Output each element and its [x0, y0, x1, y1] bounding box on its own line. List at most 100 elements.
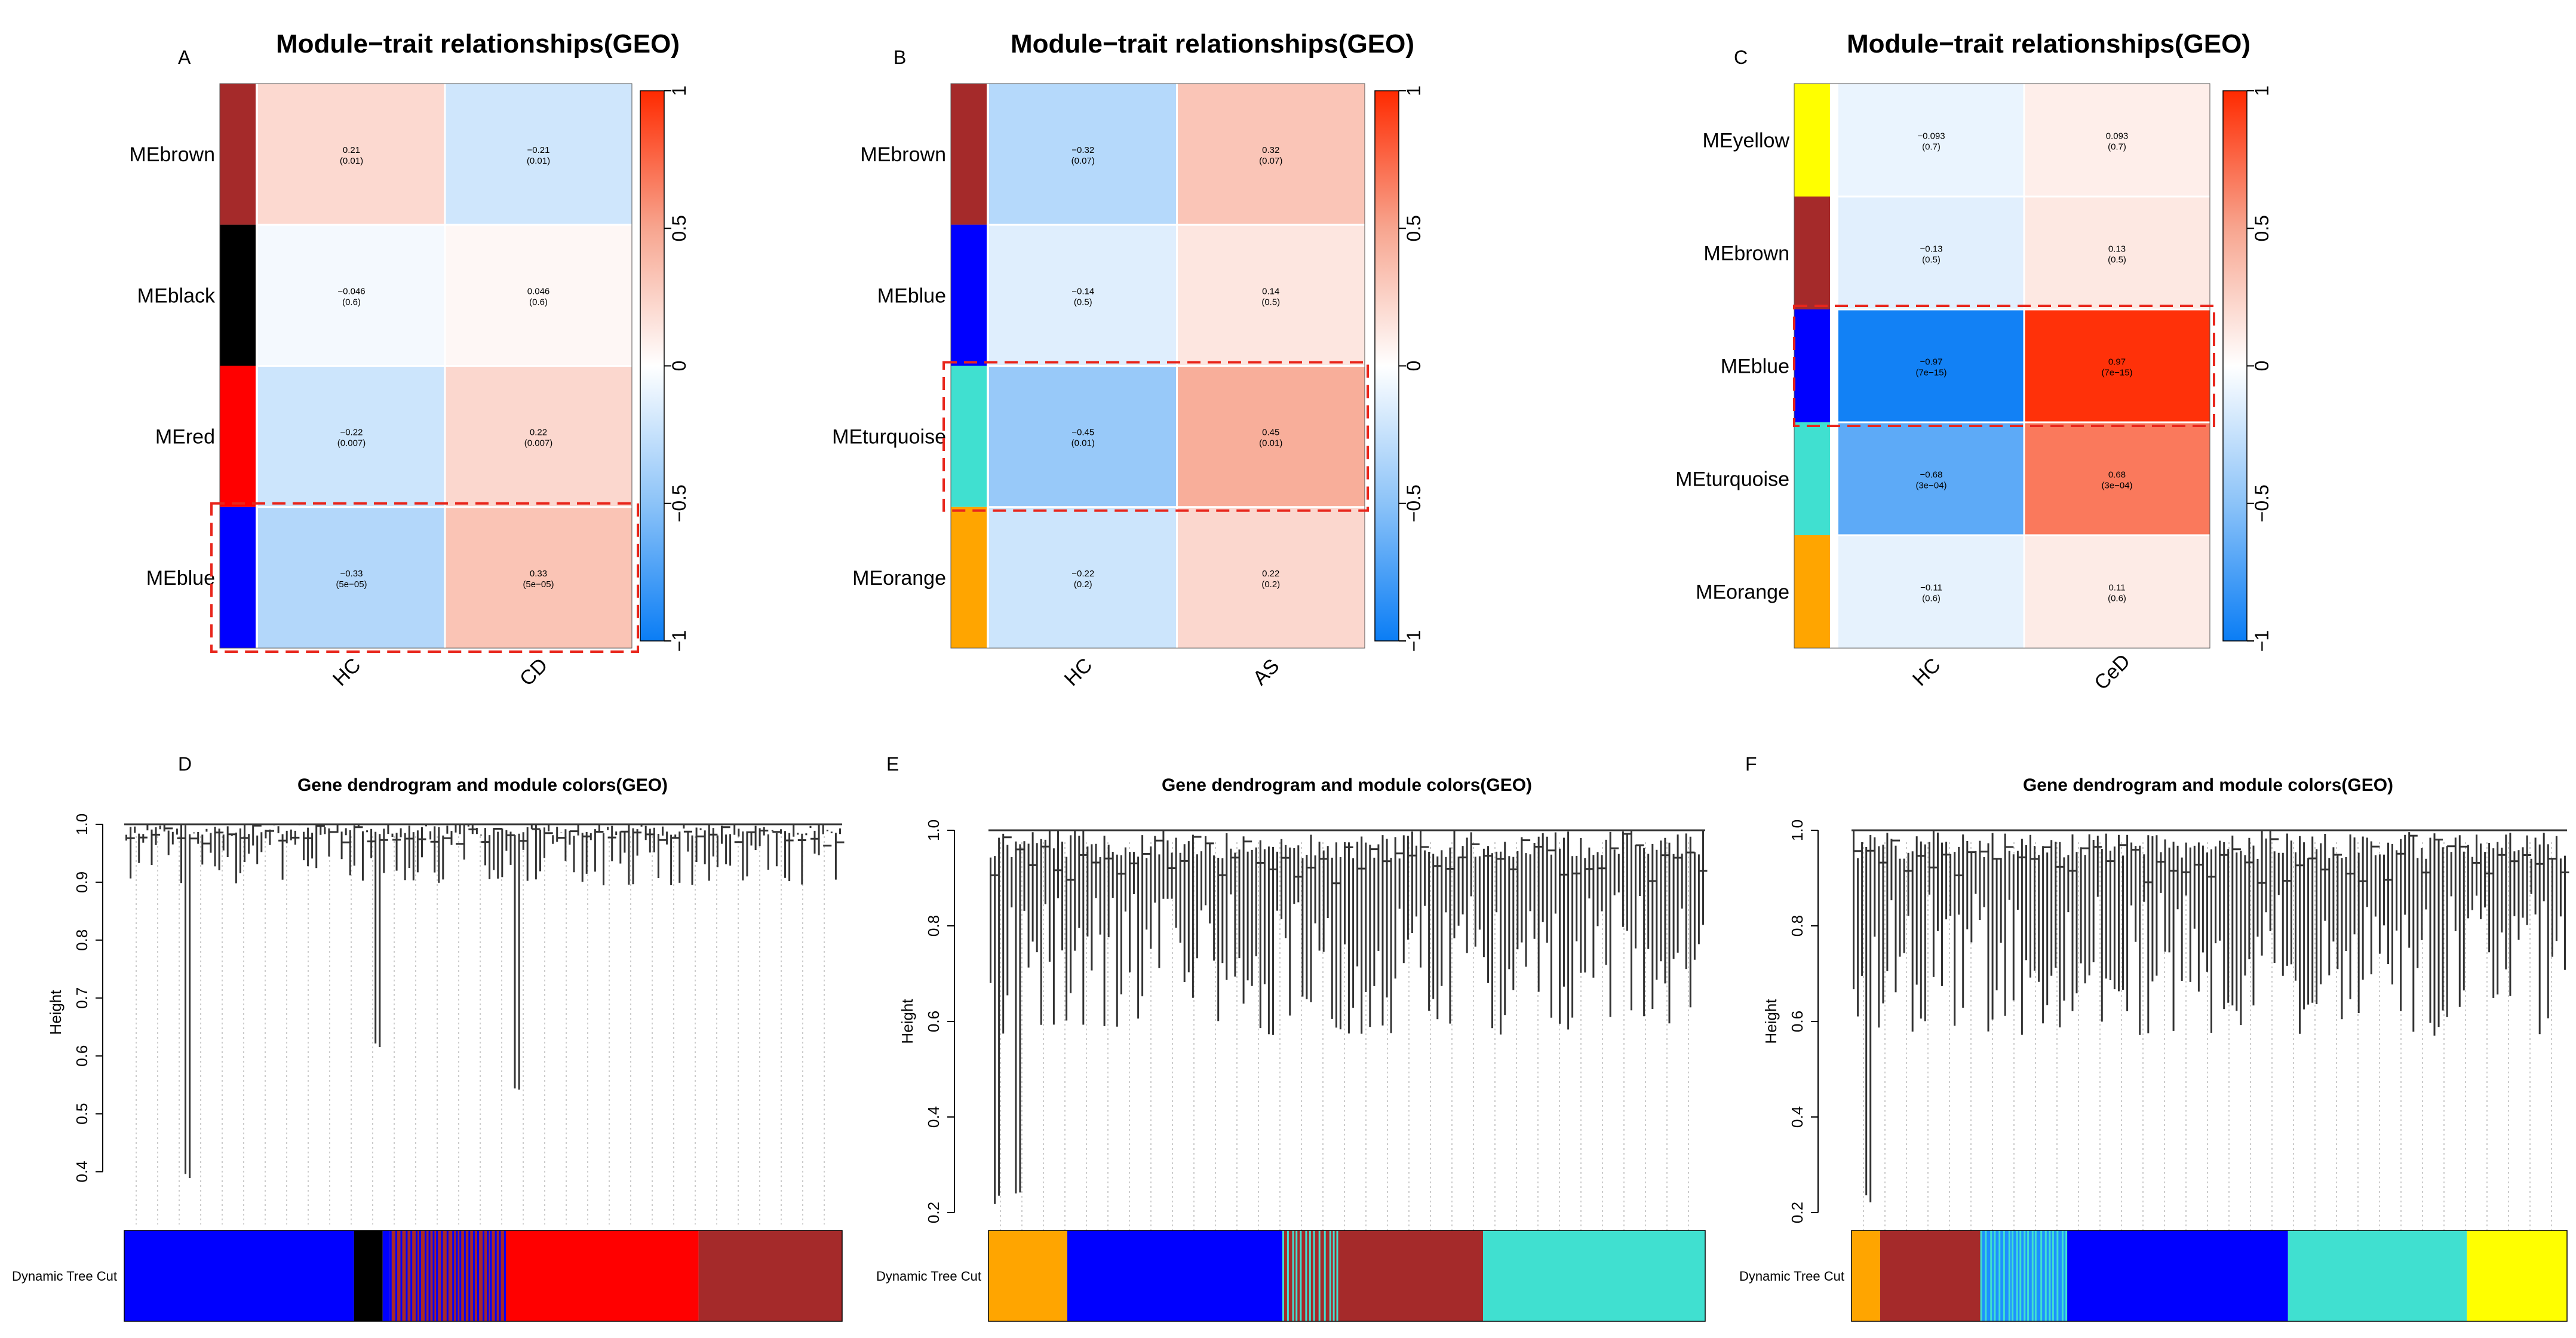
- module-color-stripe: [495, 1230, 497, 1321]
- module-color-stripe: [2031, 1230, 2034, 1321]
- module-color-stripe: [400, 1230, 403, 1321]
- module-color-stripe: [1329, 1230, 1331, 1321]
- heatmap-cell: [258, 507, 445, 648]
- cell-pvalue-label: (0.7): [2108, 142, 2126, 152]
- colorbar-tick-label: 0: [2251, 361, 2273, 372]
- row-label-MEbrown: MEbrown: [129, 143, 215, 166]
- cell-value-label: −0.45: [1071, 428, 1094, 438]
- cell-pvalue-label: (0.01): [1259, 438, 1282, 449]
- module-color-frame: [124, 1230, 843, 1322]
- module-color-stripe: [419, 1230, 421, 1321]
- cell-value-label: −0.68: [1920, 470, 1943, 480]
- module-swatch-MEbrown: [220, 84, 256, 225]
- cell-pvalue-label: (0.5): [1922, 255, 1941, 265]
- module-color-segment: [2467, 1230, 2567, 1321]
- cell-pvalue-label: (0.5): [2108, 255, 2126, 265]
- row-label-MEbrown: MEbrown: [1703, 243, 1789, 265]
- colorbar-tick-label: 0: [668, 361, 690, 372]
- cell-pvalue-label: (0.01): [1071, 438, 1095, 449]
- colorbar-tick-label: 1: [668, 85, 690, 96]
- row-label-MEblue: MEblue: [1721, 355, 1789, 378]
- module-color-stripe: [441, 1230, 443, 1321]
- module-color-stripe: [483, 1230, 485, 1321]
- module-color-segment: [124, 1230, 354, 1321]
- column-label-CD: CD: [515, 653, 552, 691]
- y-tick-label: 0.6: [73, 1045, 91, 1067]
- panel-f: F Gene dendrogram and module colors(GEO)…: [1739, 753, 2569, 1322]
- panel-c: C Module−trait relationships(GEO) MEyell…: [1675, 29, 2273, 695]
- heatmap-cell: [1177, 507, 1365, 648]
- heatmap-cell: [2024, 197, 2210, 309]
- y-tick-label: 1.0: [925, 820, 942, 841]
- module-color-stripe: [2016, 1230, 2018, 1321]
- heatmap-cell: [445, 507, 632, 648]
- module-swatch-MEbrown: [951, 84, 987, 225]
- cell-value-label: 0.32: [1262, 145, 1279, 155]
- module-color-stripe: [410, 1230, 413, 1321]
- cell-pvalue-label: (0.6): [1922, 594, 1941, 604]
- panel-b: B Module−trait relationships(GEO) MEbrow…: [832, 29, 1424, 691]
- cell-value-label: −0.21: [527, 145, 550, 155]
- heatmap-cell: [445, 366, 632, 507]
- module-color-segment: [1880, 1230, 1981, 1321]
- module-color-stripe: [406, 1230, 408, 1321]
- heatmap-cell: [1838, 535, 2024, 648]
- heatmap-cell: [989, 507, 1177, 648]
- module-color-stripe: [389, 1230, 392, 1321]
- cell-pvalue-label: (0.5): [1074, 297, 1092, 307]
- module-color-stripe: [424, 1230, 426, 1321]
- y-tick-label: 0.8: [73, 929, 91, 951]
- cell-pvalue-label: (0.6): [2108, 594, 2126, 604]
- panel-label-a: A: [178, 47, 191, 68]
- column-label-HC: HC: [1060, 653, 1097, 691]
- column-label-CeD: CeD: [2090, 650, 2135, 695]
- module-color-stripe: [395, 1230, 398, 1321]
- cell-value-label: −0.22: [1071, 569, 1094, 579]
- module-color-stripe: [1292, 1230, 1294, 1321]
- heatmap-cell: [2024, 84, 2210, 197]
- module-color-stripe: [468, 1230, 471, 1321]
- module-color-stripe: [487, 1230, 489, 1321]
- module-swatch-MEorange: [1794, 535, 1830, 648]
- module-color-stripe: [446, 1230, 449, 1321]
- column-label-AS: AS: [1248, 655, 1284, 690]
- module-swatch-MEblue: [951, 225, 987, 366]
- module-color-segment: [2066, 1230, 2288, 1321]
- module-swatch-MEblue: [1794, 309, 1830, 422]
- module-color-segment: [382, 1230, 390, 1321]
- column-label-HC: HC: [1908, 653, 1945, 691]
- module-color-stripe: [2049, 1230, 2051, 1321]
- module-color-stripe: [463, 1230, 466, 1321]
- heatmap-cell: [445, 225, 632, 366]
- dynamic-tree-cut-label: Dynamic Tree Cut: [876, 1269, 981, 1284]
- y-tick-label: 0.6: [925, 1011, 942, 1032]
- cell-value-label: 0.21: [343, 145, 360, 155]
- cell-pvalue-label: (0.07): [1071, 156, 1095, 166]
- column-label-HC: HC: [328, 653, 366, 691]
- module-color-stripe: [1994, 1230, 1996, 1321]
- module-color-stripe: [1309, 1230, 1311, 1321]
- colorbar-tick-label: 0.5: [2251, 215, 2273, 241]
- module-color-stripe: [1305, 1230, 1307, 1321]
- module-color-stripe: [2012, 1230, 2014, 1321]
- colorbar-tick-label: −0.5: [1403, 484, 1424, 522]
- module-color-stripe: [1998, 1230, 2001, 1321]
- cell-pvalue-label: (0.2): [1261, 579, 1280, 590]
- cell-value-label: 0.22: [1262, 569, 1279, 579]
- panel-f-dendrogram: 0.2 0.4 0.6 0.8 1.0 Height Dynamic Tree Cut: [1739, 820, 2569, 1322]
- module-color-stripe: [1336, 1230, 1338, 1321]
- module-swatch-MEturquoise: [951, 366, 987, 507]
- highlight-box: [942, 361, 1369, 512]
- y-tick-label: 0.5: [73, 1103, 91, 1125]
- row-label-MEblack: MEblack: [137, 284, 216, 307]
- row-label-MEbrown: MEbrown: [860, 143, 946, 166]
- module-color-stripe: [2061, 1230, 2064, 1321]
- cell-pvalue-label: (0.6): [529, 297, 548, 307]
- heatmap-cell: [258, 366, 445, 507]
- cell-pvalue-label: (5e−05): [336, 579, 367, 590]
- cell-pvalue-label: (3e−04): [1915, 481, 1946, 491]
- panel-d-title: Gene dendrogram and module colors(GEO): [297, 775, 668, 795]
- module-swatch-MEblue: [220, 507, 256, 648]
- module-color-stripe: [477, 1230, 479, 1321]
- colorbar-tick-label: −1: [1403, 630, 1424, 652]
